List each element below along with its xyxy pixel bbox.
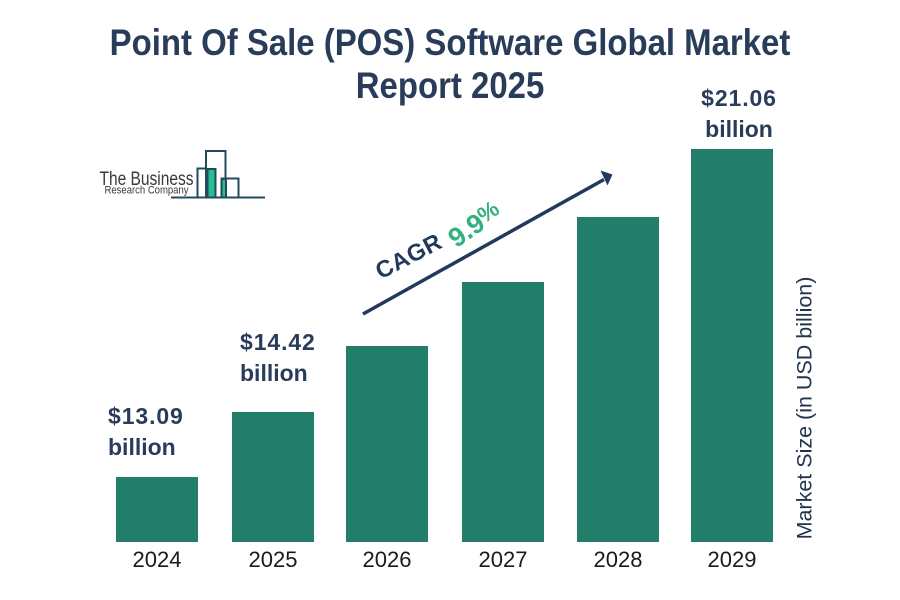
svg-text:Research Company: Research Company	[105, 185, 189, 197]
svg-text:The Business: The Business	[100, 169, 194, 190]
